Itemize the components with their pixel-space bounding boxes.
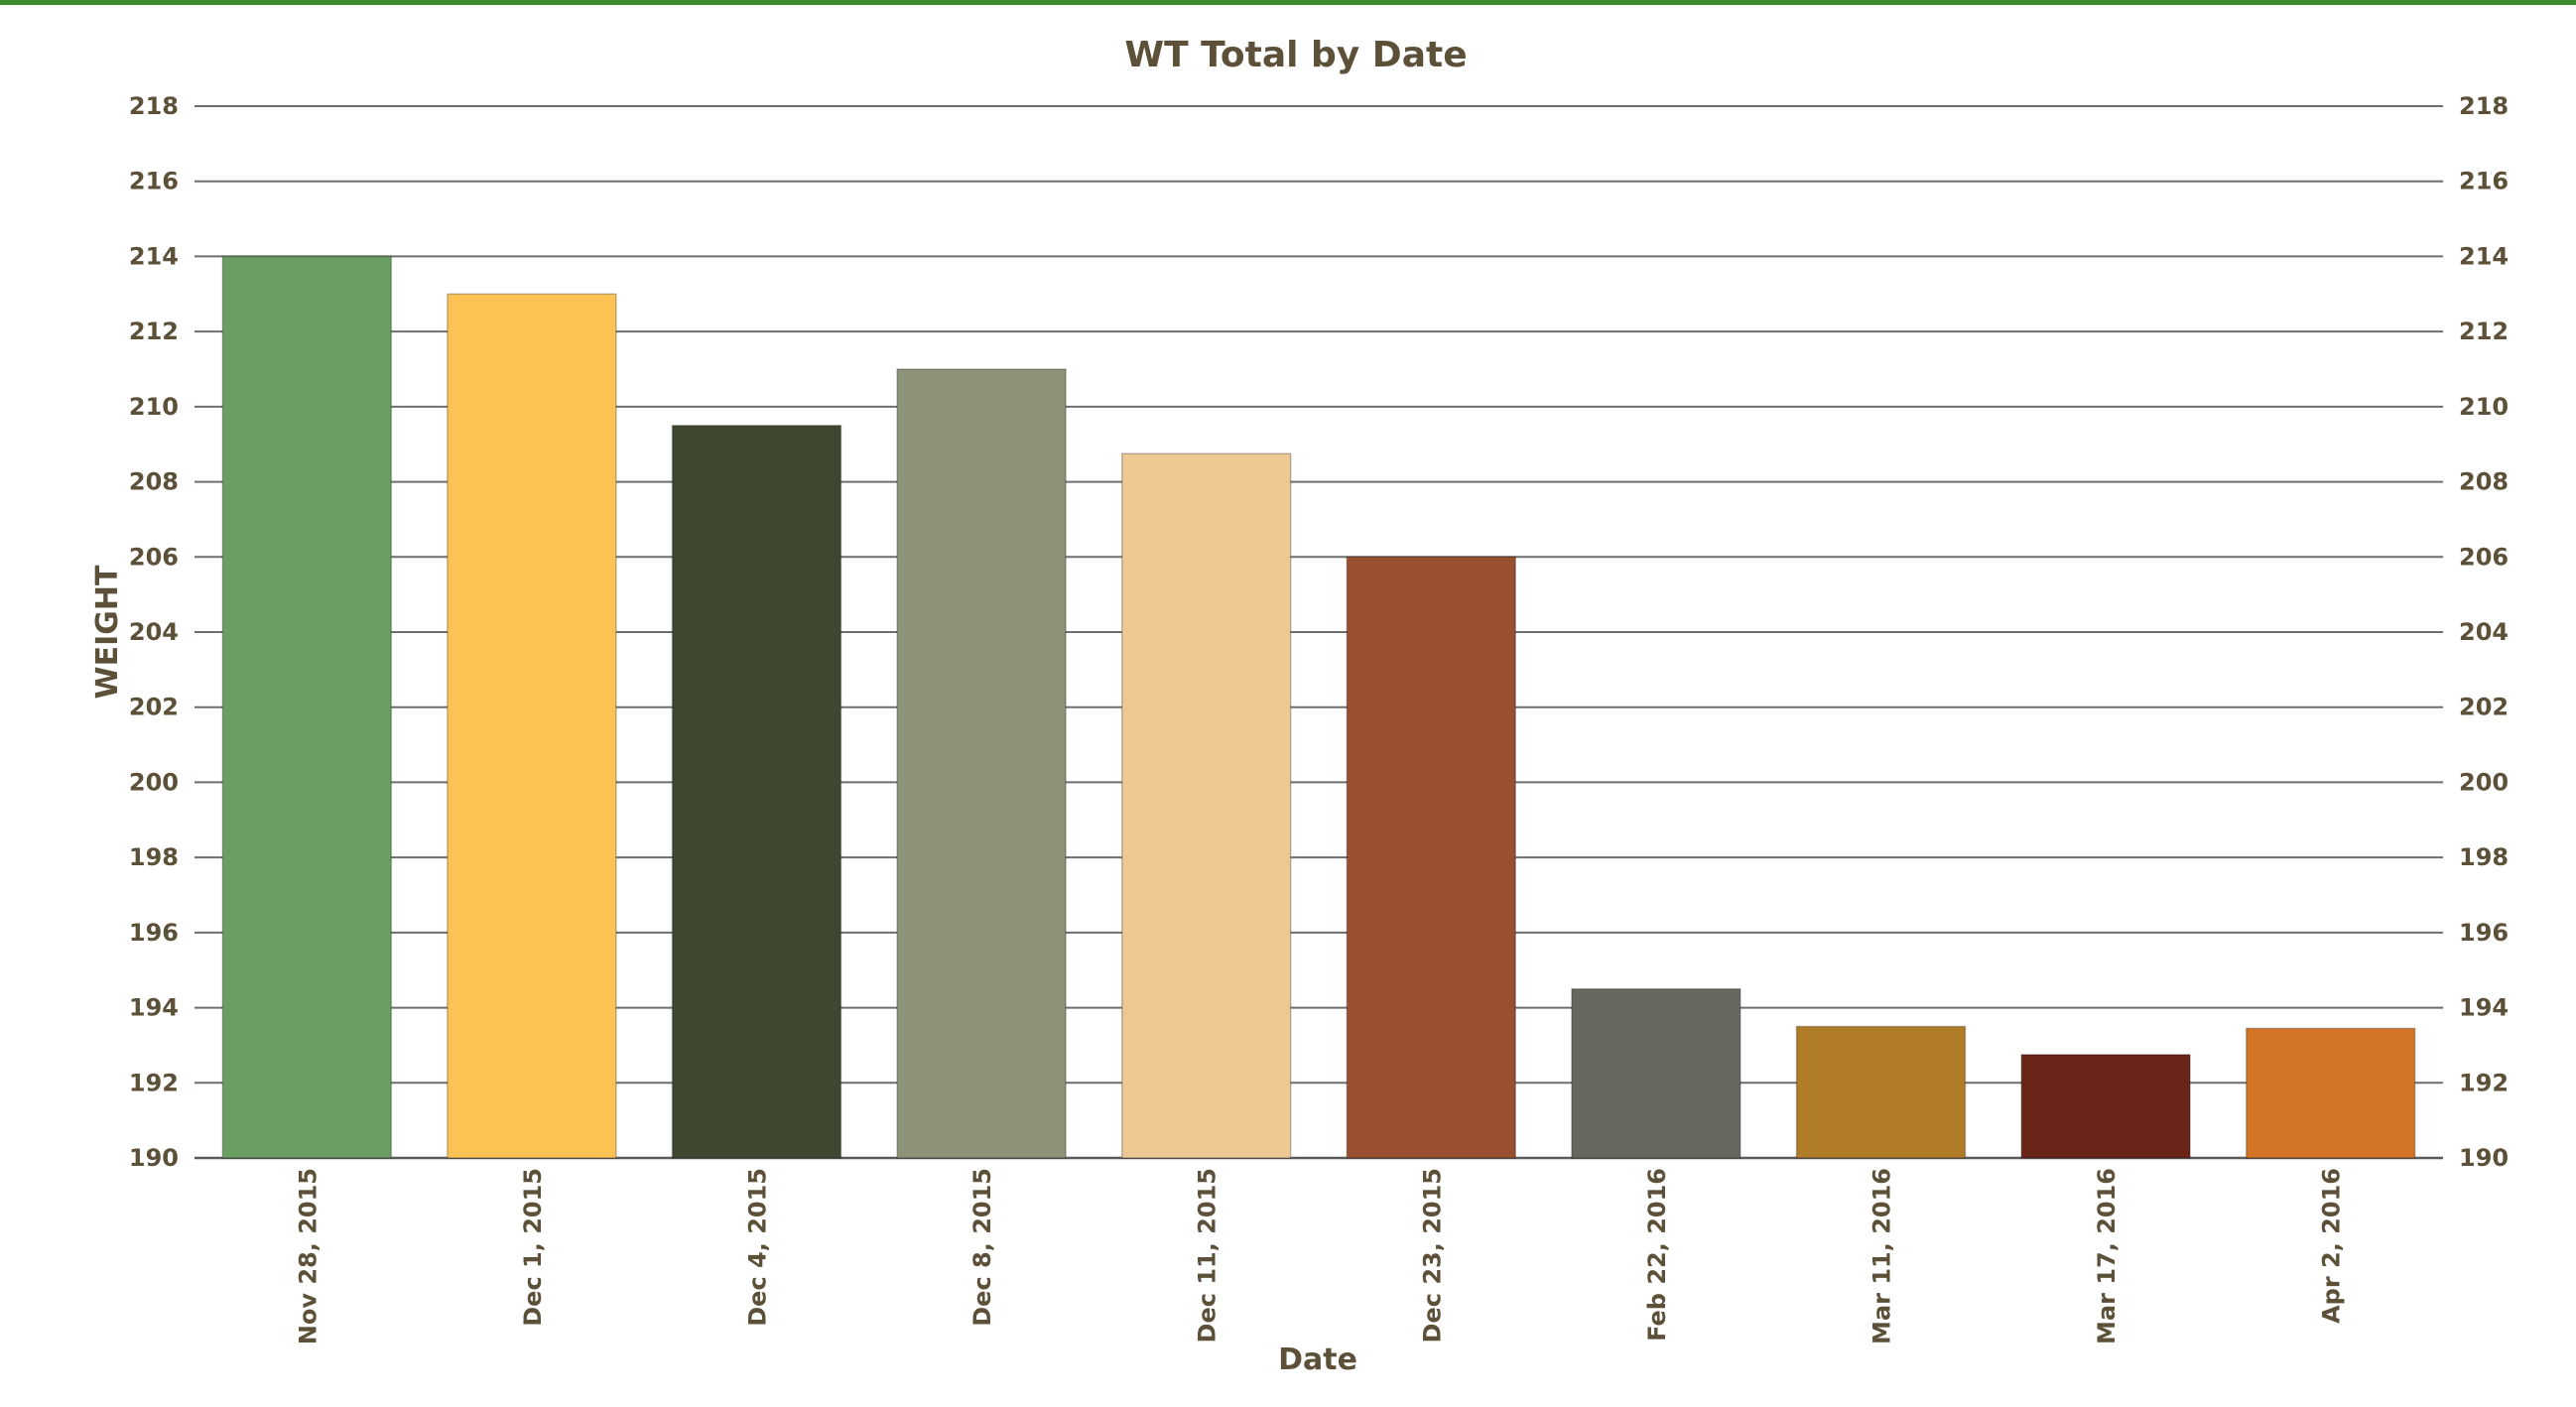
x-category-label: Dec 1, 2015 (519, 1168, 547, 1327)
y-tick-label-right: 202 (2459, 694, 2509, 721)
bar (671, 425, 842, 1159)
x-category-label: Dec 8, 2015 (968, 1168, 996, 1327)
y-tick-label-left: 190 (129, 1144, 179, 1172)
x-category-label: Mar 11, 2016 (1868, 1168, 1896, 1344)
bars (221, 255, 2416, 1159)
x-axis-categories: Nov 28, 2015 Dec 1, 2015 Dec 4, 2015 Dec 8,… (294, 1168, 2345, 1344)
bar (1571, 987, 1741, 1159)
x-category-label: Mar 17, 2016 (2093, 1168, 2121, 1344)
y-tick-label-left: 206 (129, 543, 179, 571)
y-tick-label-left: 204 (129, 618, 179, 646)
y-tick-label-left: 202 (129, 694, 179, 721)
y-tick-label-right: 198 (2459, 843, 2509, 871)
bar-chart: WT Total by Date 190 192 194 196 198 200 202 20… (90, 35, 2509, 1377)
y-tick-label-right: 196 (2459, 919, 2509, 947)
y-tick-label-left: 192 (129, 1069, 179, 1096)
bar (1795, 1025, 1967, 1159)
y-tick-label-right: 208 (2459, 468, 2509, 496)
bar (1120, 452, 1292, 1159)
y-tick-label-right: 216 (2459, 168, 2509, 195)
y-tick-label-left: 214 (129, 242, 179, 270)
y-tick-label-right: 204 (2459, 618, 2509, 646)
bar (2245, 1027, 2416, 1159)
chart-title: WT Total by Date (1124, 35, 1467, 75)
bar (896, 368, 1067, 1159)
y-tick-label-left: 216 (129, 168, 179, 195)
y-tick-label-right: 218 (2459, 92, 2509, 120)
y-axis-title: WEIGHT (90, 565, 125, 699)
bar (447, 293, 617, 1159)
y-tick-label-right: 192 (2459, 1069, 2509, 1096)
y-tick-label-right: 210 (2459, 393, 2509, 421)
y-tick-label-right: 214 (2459, 242, 2509, 270)
y-tick-label-right: 206 (2459, 543, 2509, 571)
y-tick-label-right: 212 (2459, 318, 2509, 345)
right-y-axis: 190 192 194 196 198 200 202 204 206 208 210 212 214 2… (2459, 92, 2509, 1172)
x-category-label: Feb 22, 2016 (1643, 1168, 1671, 1342)
x-category-label: Apr 2, 2016 (2318, 1168, 2346, 1324)
x-category-label: Dec 11, 2015 (1194, 1168, 1222, 1343)
y-tick-label-left: 194 (129, 994, 179, 1022)
bar (2020, 1054, 2191, 1159)
y-tick-label-right: 200 (2459, 768, 2509, 796)
x-category-label: Dec 23, 2015 (1418, 1168, 1446, 1343)
y-tick-label-right: 190 (2459, 1144, 2509, 1172)
bar (221, 255, 393, 1159)
y-tick-label-left: 208 (129, 468, 179, 496)
y-tick-label-left: 198 (129, 843, 179, 871)
y-tick-label-left: 196 (129, 919, 179, 947)
y-tick-label-left: 210 (129, 393, 179, 421)
x-axis-title: Date (1278, 1343, 1357, 1377)
x-category-label: Dec 4, 2015 (744, 1168, 772, 1327)
x-category-label: Nov 28, 2015 (294, 1168, 322, 1344)
y-tick-label-left: 218 (129, 92, 179, 120)
y-tick-label-left: 212 (129, 318, 179, 345)
left-y-axis: 190 192 194 196 198 200 202 204 206 208 210 212 214 2… (129, 92, 179, 1172)
bar (1346, 556, 1517, 1159)
y-tick-label-left: 200 (129, 768, 179, 796)
y-tick-label-right: 194 (2459, 994, 2509, 1022)
